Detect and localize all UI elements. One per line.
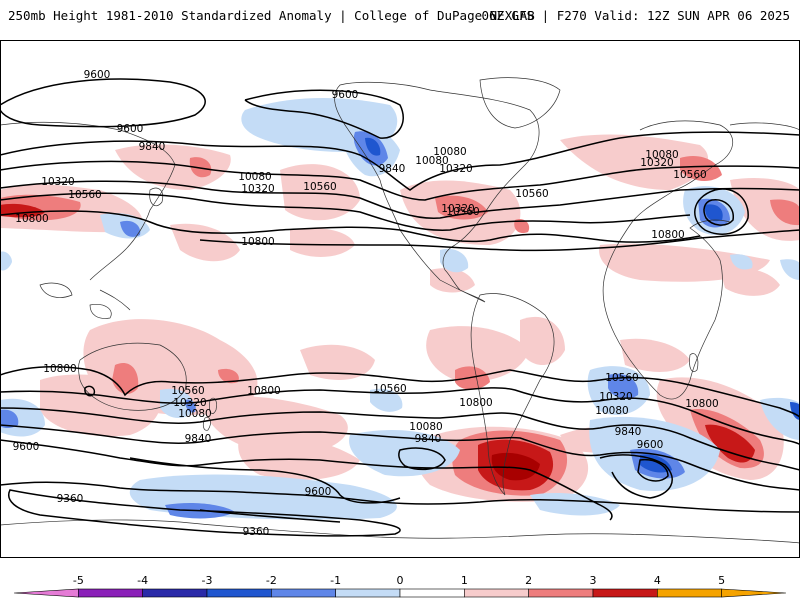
contour-label: 10800	[651, 229, 684, 241]
positive-anomaly-shading	[0, 134, 800, 502]
madagascar-coast	[689, 353, 699, 372]
contour-label: 9600	[305, 486, 332, 498]
contour-label: 10320	[173, 397, 206, 409]
north-america-coast	[334, 81, 540, 303]
contour-label: 10560	[303, 181, 336, 193]
contour-label: 10560	[515, 188, 548, 200]
contour-label: 10320	[640, 157, 673, 169]
colorbar-segment	[142, 588, 208, 598]
contour-label: 10800	[241, 236, 274, 248]
contour-label: 10320	[441, 203, 474, 215]
contour-label: 10800	[15, 213, 48, 225]
anomaly-map: 9600 9600 9600 9840 10080 10080 10320 10…	[0, 40, 800, 558]
contour-label: 9600	[332, 89, 359, 101]
colorbar-tick-label: -1	[330, 574, 341, 587]
colorbar-segment	[271, 588, 336, 598]
colorbar-tick-label: 3	[590, 574, 597, 587]
new-zealand-coast	[202, 397, 217, 431]
colorbar-tick-label: 0	[397, 574, 404, 587]
contour-label: 10080	[409, 421, 442, 433]
colorbar-tick-label: 1	[461, 574, 468, 587]
antarctica-coast	[0, 519, 800, 544]
europe-africa-coast	[602, 120, 734, 400]
colorbar-segment	[399, 588, 465, 598]
colorbar-segment	[657, 588, 722, 598]
colorbar-tick-label: 4	[654, 574, 661, 587]
colorbar-segment	[206, 588, 272, 598]
coastlines	[0, 77, 800, 544]
contour-label: 10320	[41, 176, 74, 188]
contour-label: 9600	[637, 439, 664, 451]
contour-label: 10320	[241, 183, 274, 195]
colorbar-segment	[78, 588, 143, 598]
contour-label: 9840	[185, 433, 212, 445]
very-strong-positive-anomaly	[491, 452, 540, 481]
colorbar-tick-label: -3	[202, 574, 213, 587]
contour-label: 10080	[645, 149, 678, 161]
contour-label: 10800	[247, 385, 280, 397]
colorbar-min-arrow	[13, 588, 79, 598]
contour-label: 9840	[379, 163, 406, 175]
contour-label: 9600	[84, 69, 111, 81]
colorbar-segments	[13, 588, 787, 598]
contour-label: 10800	[685, 398, 718, 410]
contour-label: 9840	[139, 141, 166, 153]
colorbar-tick-label: 2	[525, 574, 532, 587]
colorbar-ticks: -5 -4 -3 -2 -1 0 1 2 3 4 5	[73, 574, 725, 587]
contour-label: 10320	[439, 163, 472, 175]
contour-label: 10320	[599, 391, 632, 403]
contour-label: 9840	[415, 433, 442, 445]
contour-label: 10560	[605, 372, 638, 384]
japan-coast	[149, 187, 164, 207]
map-title: 250mb Height 1981-2010 Standardized Anom…	[8, 8, 535, 23]
contour-label: 10800	[459, 397, 492, 409]
australia-coast	[78, 342, 187, 411]
contour-label: 9600	[117, 123, 144, 135]
contour-labels: 9600 9600 9600 9840 10080 10080 10320 10…	[13, 69, 719, 538]
colorbar-tick-label: -4	[137, 574, 148, 587]
colorbar-segment	[335, 588, 401, 598]
asia-coast	[0, 121, 800, 311]
colorbar-segment	[528, 588, 594, 598]
colorbar: -5 -4 -3 -2 -1 0 1 2 3 4 5	[13, 574, 787, 598]
colorbar-segment	[464, 588, 529, 598]
colorbar-tick-label: 5	[718, 574, 725, 587]
contour-label: 10560	[68, 189, 101, 201]
run-info: 06Z GFS | F270 Valid: 12Z SUN APR 06 202…	[481, 8, 790, 23]
colorbar-max-arrow	[721, 588, 787, 598]
contour-label: 9360	[57, 493, 84, 505]
contour-label: 10080	[415, 155, 448, 167]
contour-label: 10560	[373, 383, 406, 395]
contour-label: 10080	[178, 408, 211, 420]
contour-label: 10080	[238, 171, 271, 183]
contour-label: 9600	[13, 441, 40, 453]
contour-label: 9840	[615, 426, 642, 438]
contour-label: 10080	[595, 405, 628, 417]
contour-label: 10080	[433, 146, 466, 158]
contour-label: 9360	[243, 526, 270, 538]
height-contours	[0, 78, 800, 537]
contour-label: 10800	[43, 363, 76, 375]
colorbar-tick-label: -5	[73, 574, 84, 587]
colorbar-segment	[592, 588, 658, 598]
southeast-asia-islands	[39, 282, 112, 319]
greenland-coast	[479, 77, 561, 129]
colorbar-tick-label: -2	[266, 574, 277, 587]
header: 250mb Height 1981-2010 Standardized Anom…	[0, 0, 800, 40]
contour-label: 10560	[673, 169, 706, 181]
contour-label: 10560	[446, 206, 479, 218]
south-america-coast	[470, 293, 555, 496]
contour-label: 10560	[171, 385, 204, 397]
